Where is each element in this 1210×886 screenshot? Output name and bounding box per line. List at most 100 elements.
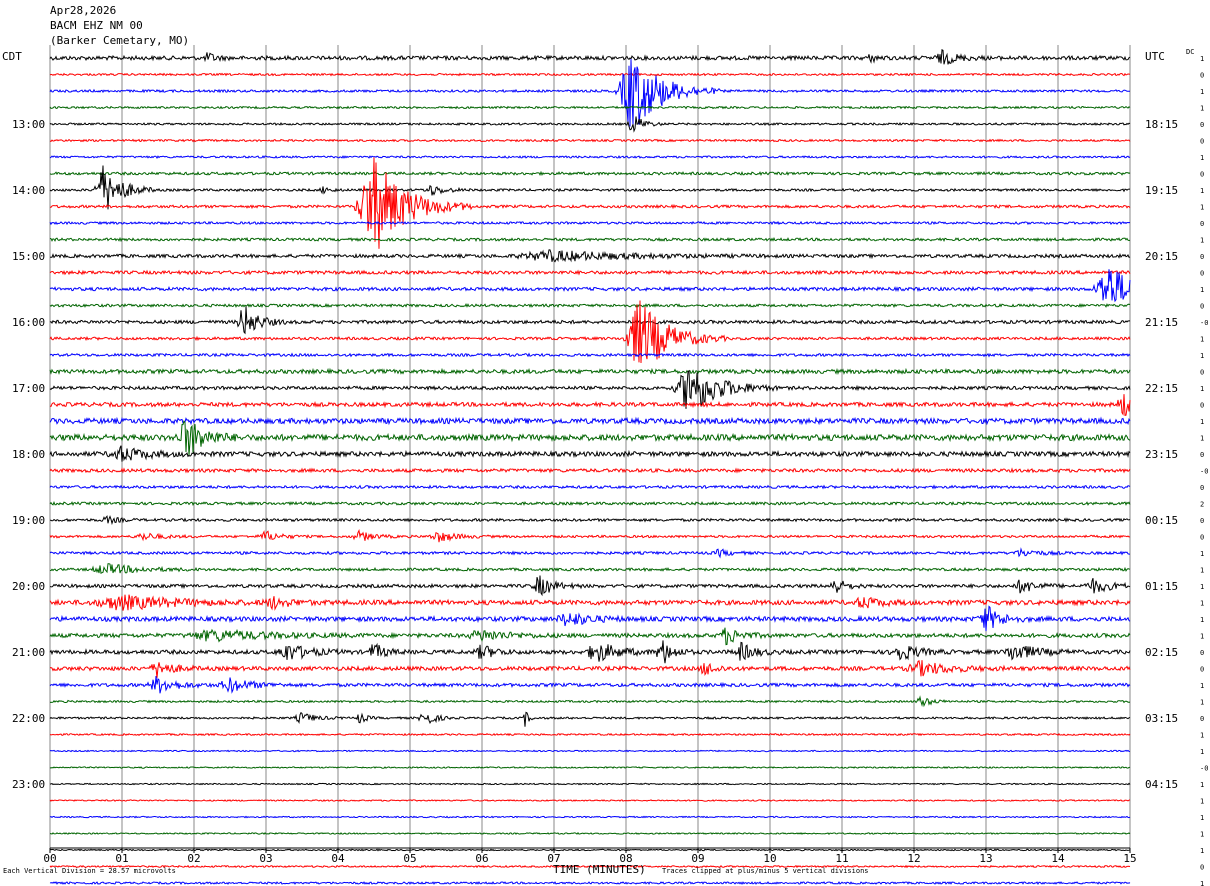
- dc-value: 0: [1200, 270, 1204, 278]
- right-hour-label: 19:15: [1145, 184, 1178, 197]
- x-tick-label: 12: [907, 852, 920, 865]
- x-axis-label: TIME (MINUTES): [553, 863, 646, 876]
- seismic-trace: [49, 302, 1131, 309]
- seismic-trace: [49, 58, 1131, 127]
- dc-value: 1: [1200, 204, 1204, 212]
- dc-value: 1: [1200, 187, 1204, 195]
- x-tick-label: 13: [979, 852, 992, 865]
- seismic-trace: [49, 300, 1131, 364]
- x-tick-label: 08: [619, 852, 632, 865]
- seismic-trace: [49, 605, 1131, 632]
- x-tick-label: 11: [835, 852, 848, 865]
- seismic-trace: [49, 105, 1131, 110]
- dc-value: 0: [1200, 303, 1204, 311]
- seismic-trace: [49, 269, 1131, 303]
- x-tick-label: 09: [691, 852, 704, 865]
- dc-value: 1: [1200, 583, 1204, 591]
- left-hour-label: 21:00: [12, 646, 45, 659]
- dc-value: 1: [1200, 616, 1204, 624]
- x-tick-label: 02: [187, 852, 200, 865]
- dc-value: 1: [1200, 385, 1204, 393]
- seismic-trace: [49, 72, 1131, 77]
- dc-value: 0: [1200, 72, 1204, 80]
- seismic-trace: [49, 416, 1131, 426]
- dc-value: 1: [1200, 633, 1204, 641]
- left-hour-label: 13:00: [12, 118, 45, 131]
- dc-value: 0: [1200, 253, 1204, 261]
- dc-value: 1: [1200, 798, 1204, 806]
- seismic-trace: [49, 547, 1130, 559]
- left-hour-label: 17:00: [12, 382, 45, 395]
- right-hour-label: 20:15: [1145, 250, 1178, 263]
- x-tick-label: 14: [1051, 852, 1065, 865]
- right-hour-label: 00:15: [1145, 514, 1178, 527]
- dc-value: 0: [1200, 864, 1204, 872]
- x-tick-label: 10: [763, 852, 776, 865]
- dc-value: 1: [1200, 682, 1204, 690]
- dc-value: 1: [1200, 550, 1204, 558]
- seismic-trace: [49, 367, 1131, 376]
- dc-value: 1: [1200, 154, 1204, 162]
- left-hour-label: 15:00: [12, 250, 45, 263]
- dc-value: 0: [1200, 517, 1204, 525]
- seismic-trace: [49, 467, 1131, 474]
- dc-value: 1: [1200, 781, 1204, 789]
- left-hour-label: 20:00: [12, 580, 45, 593]
- x-tick-label: 01: [115, 852, 128, 865]
- left-timezone-label: CDT: [2, 50, 22, 63]
- seismic-trace: [49, 695, 1131, 708]
- dc-value: 0: [1200, 171, 1204, 179]
- x-tick-label: 06: [475, 852, 488, 865]
- seismic-trace: [49, 269, 1131, 276]
- dc-value: 1: [1200, 732, 1204, 740]
- seismic-trace: [49, 236, 1131, 243]
- dc-value: 1: [1200, 831, 1204, 839]
- dc-value: 1: [1200, 352, 1204, 360]
- dc-value: -0: [1200, 468, 1208, 476]
- seismic-trace: [49, 782, 1131, 786]
- x-tick-label: 03: [259, 852, 272, 865]
- seismic-trace: [49, 575, 1131, 597]
- seismic-trace: [49, 815, 1131, 819]
- dc-value: 2: [1200, 501, 1204, 509]
- dc-value: 1: [1200, 567, 1204, 575]
- left-hour-label: 16:00: [12, 316, 45, 329]
- seismic-trace: [49, 154, 1131, 159]
- dc-value: 0: [1200, 666, 1204, 674]
- seismic-trace: [49, 220, 1131, 226]
- seismic-trace: [49, 660, 1131, 678]
- dc-value: 1: [1200, 88, 1204, 96]
- dc-value: 1: [1200, 435, 1204, 443]
- x-tick-label: 15: [1123, 852, 1136, 865]
- seismic-trace: [49, 394, 1131, 417]
- seismic-trace: [49, 675, 1131, 694]
- left-hour-label: 22:00: [12, 712, 45, 725]
- dc-value: 0: [1200, 451, 1204, 459]
- seismic-trace: [49, 766, 1131, 769]
- clip-note: Traces clipped at plus/minus 5 vertical …: [662, 867, 869, 875]
- dc-value: 0: [1200, 402, 1204, 410]
- x-tick-label: 05: [403, 852, 416, 865]
- seismic-trace: [49, 49, 1131, 65]
- right-hour-label: 04:15: [1145, 778, 1178, 791]
- seismic-trace: [49, 419, 1131, 456]
- scale-note: Each Vertical Division = 28.57 microvolt…: [3, 867, 176, 875]
- right-hour-label: 23:15: [1145, 448, 1178, 461]
- seismic-trace: [49, 369, 1131, 409]
- seismic-trace: [49, 627, 1131, 646]
- seismic-trace: [49, 500, 1131, 507]
- dc-value: 0: [1200, 369, 1204, 377]
- dc-value: 1: [1200, 55, 1204, 63]
- left-hour-label: 19:00: [12, 514, 45, 527]
- seismic-trace: [49, 799, 1131, 802]
- x-tick-label: 00: [43, 852, 56, 865]
- left-hour-label: 23:00: [12, 778, 45, 791]
- dc-value: -0: [1200, 319, 1208, 327]
- seismic-trace: [49, 594, 1131, 611]
- dc-value: 1: [1200, 814, 1204, 822]
- right-hour-label: 02:15: [1145, 646, 1178, 659]
- seismic-trace: [49, 881, 1131, 886]
- seismic-trace: [49, 157, 1131, 249]
- left-hour-label: 18:00: [12, 448, 45, 461]
